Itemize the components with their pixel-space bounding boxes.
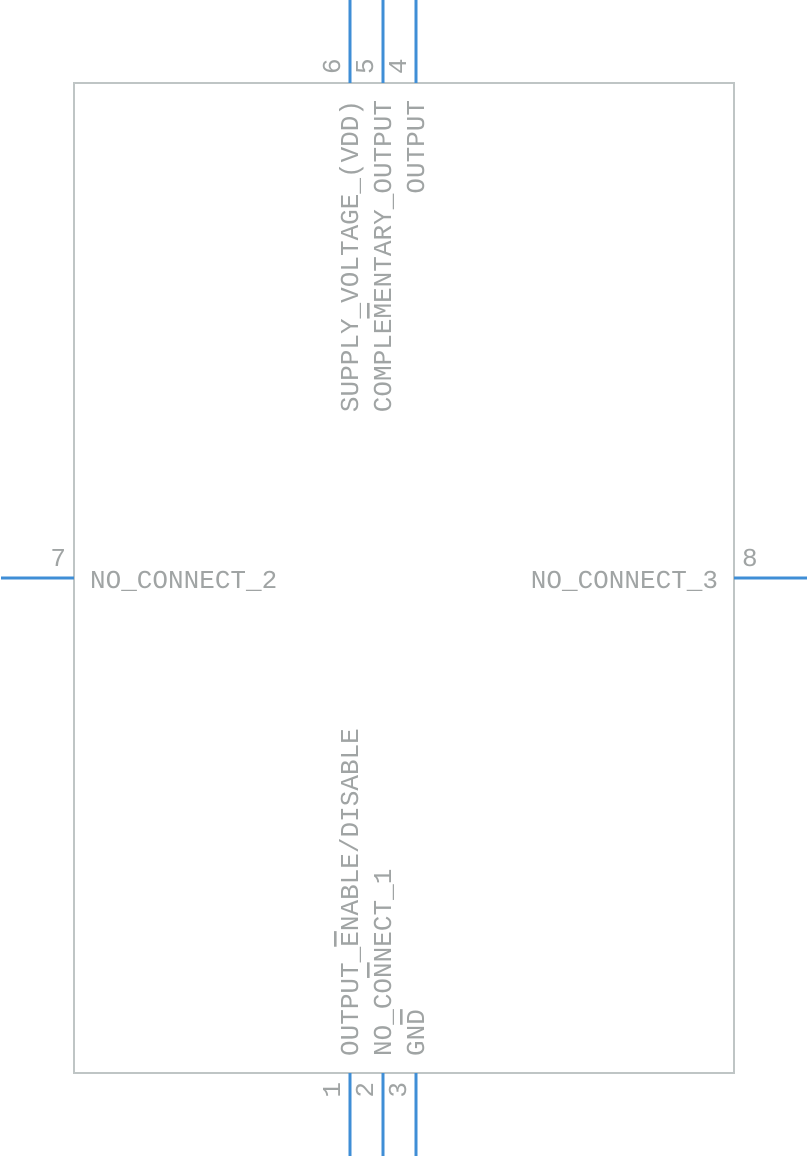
pin4-name: OUTPUT bbox=[402, 100, 432, 194]
pin8-number: 8 bbox=[742, 544, 758, 574]
pin3-number: 3 bbox=[384, 1082, 414, 1098]
pin1-number: 1 bbox=[318, 1082, 348, 1098]
pin2-number: 2 bbox=[351, 1082, 381, 1098]
pin7-number: 7 bbox=[50, 544, 66, 574]
pin2-name: NO_CONNECT_1 bbox=[369, 869, 399, 1056]
pin3-name: GND bbox=[402, 1009, 432, 1056]
pin8-name: NO_CONNECT_3 bbox=[531, 566, 718, 596]
schematic-symbol: 7 NO_CONNECT_2 8 NO_CONNECT_3 6 SUPPLY_VOLTAG… bbox=[0, 0, 808, 1168]
pin5-number: 5 bbox=[351, 58, 381, 74]
pin7-name: NO_CONNECT_2 bbox=[90, 566, 277, 596]
pin4-number: 4 bbox=[384, 58, 414, 74]
pin5-name: COMPLEMENTARY_OUTPUT bbox=[369, 100, 399, 412]
pin6-number: 6 bbox=[318, 58, 348, 74]
pin6-name: SUPPLY_VOLTAGE_(VDD) bbox=[336, 100, 366, 412]
pin1-name: OUTPUT_ENABLE/DISABLE bbox=[336, 728, 366, 1056]
